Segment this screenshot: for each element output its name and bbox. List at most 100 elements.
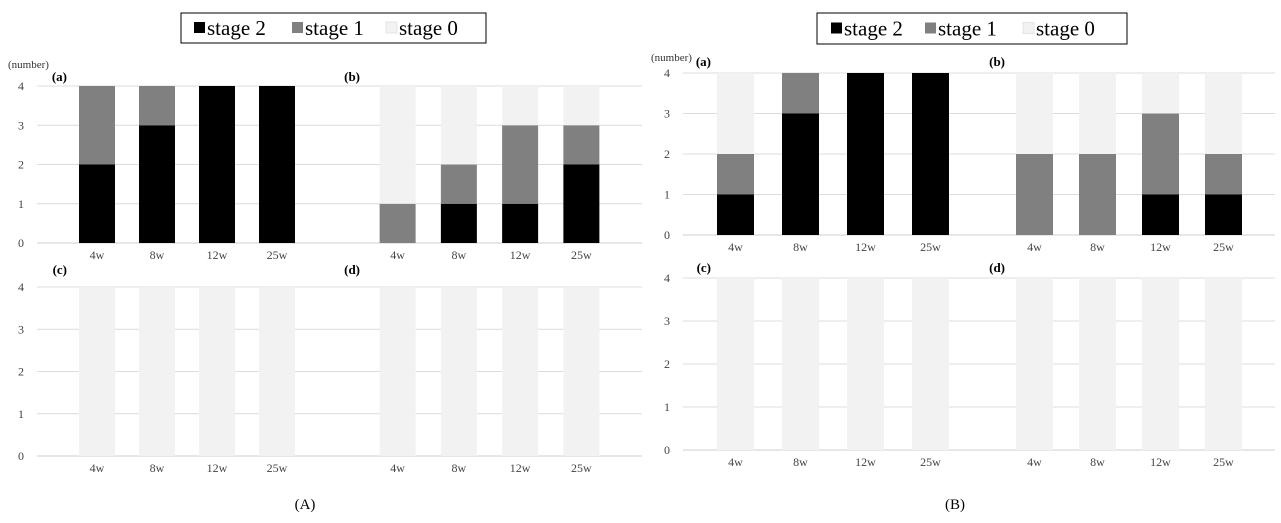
bar-segment-stage-0 — [199, 287, 235, 456]
x-tick-label: 4w — [728, 240, 743, 254]
x-tick-label: 4w — [1027, 240, 1042, 254]
panel-label: (d) — [989, 260, 1005, 275]
panel-label: (a) — [696, 54, 711, 69]
y-tick-label: 1 — [18, 197, 24, 211]
bar-segment-stage-1 — [1016, 154, 1053, 235]
legend-swatch-stage-2 — [831, 22, 842, 34]
figure-A: stage 2 stage 1 stage 0 (number) (A) (a) 0 1 2 3 4… — [8, 12, 642, 513]
x-tick-label: 25w — [1213, 455, 1234, 469]
panel-c: (c) 0 1 2 3 4 4w 8w 12w 25w — [664, 260, 983, 469]
x-tick-label: 4w — [90, 461, 105, 475]
bar-segment-stage-2 — [782, 113, 819, 235]
bar-segment-stage-1 — [139, 86, 175, 126]
legend-box — [816, 12, 1128, 45]
x-tick-label: 25w — [571, 248, 592, 262]
bar-segment-stage-0 — [717, 278, 754, 450]
bar-segment-stage-0 — [1142, 73, 1179, 114]
bar-segment-stage-1 — [79, 86, 115, 165]
y-tick-label: 3 — [664, 314, 670, 328]
bar-segment-stage-0 — [847, 278, 884, 450]
x-tick-label: 12w — [510, 461, 531, 475]
y-tick-label: 0 — [664, 228, 670, 242]
figure-label: (B) — [945, 497, 965, 513]
x-tick-label: 25w — [920, 240, 941, 254]
bar-segment-stage-2 — [139, 125, 175, 243]
bar-segment-stage-1 — [1142, 113, 1179, 195]
x-tick-label: 4w — [390, 248, 405, 262]
bar-segment-stage-2 — [259, 86, 295, 243]
bar-segment-stage-0 — [1079, 278, 1116, 450]
panel-a: (a) 0 1 2 3 4 4w 8w 12w 25w — [18, 69, 337, 262]
legend-label-stage-1: stage 1 — [938, 17, 997, 41]
panel-label: (a) — [52, 69, 67, 84]
x-tick-label: 8w — [452, 461, 467, 475]
y-tick-label: 1 — [664, 400, 670, 414]
y-tick-label: 1 — [664, 188, 670, 202]
y-tick-label: 4 — [18, 280, 24, 294]
y-tick-label: 4 — [664, 271, 670, 285]
legend-swatch-stage-2 — [194, 22, 205, 33]
bar-segment-stage-2 — [1205, 194, 1242, 235]
y-tick-label: 2 — [18, 158, 24, 172]
panel-label: (c) — [697, 260, 711, 275]
y-unit-label: (number) — [651, 52, 692, 64]
x-tick-label: 4w — [390, 461, 405, 475]
panel-b: (b) 4w 8w 12w 25w — [337, 69, 642, 262]
legend-label-stage-2: stage 2 — [207, 16, 266, 40]
panel-label: (c) — [53, 262, 67, 277]
x-tick-label: 12w — [207, 248, 228, 262]
y-tick-label: 2 — [18, 365, 24, 379]
bar-segment-stage-0 — [502, 86, 539, 126]
panel-label: (d) — [344, 262, 360, 277]
x-tick-label: 12w — [207, 461, 228, 475]
bar-segment-stage-1 — [1079, 154, 1116, 235]
figure-label: (A) — [295, 497, 316, 513]
y-tick-label: 0 — [18, 236, 24, 250]
panel-label: (b) — [989, 54, 1005, 69]
bar-segment-stage-1 — [440, 164, 477, 204]
legend-label-stage-2: stage 2 — [844, 17, 903, 41]
bar-segment-stage-0 — [259, 287, 295, 456]
bar-segment-stage-0 — [1079, 73, 1116, 154]
legend-label-stage-1: stage 1 — [305, 16, 364, 40]
bar-segment-stage-1 — [782, 73, 819, 114]
y-unit-label: (number) — [8, 59, 49, 71]
bar-segment-stage-1 — [717, 154, 754, 195]
x-tick-label: 25w — [267, 461, 288, 475]
x-tick-label: 8w — [452, 248, 467, 262]
bar-segment-stage-2 — [847, 73, 884, 235]
bar-segment-stage-0 — [563, 86, 600, 126]
x-tick-label: 8w — [793, 455, 808, 469]
bar-segment-stage-2 — [1142, 194, 1179, 235]
x-tick-label: 8w — [150, 248, 165, 262]
panel-b: (b) 4w 8w 12w 25w — [983, 54, 1275, 254]
bar-segment-stage-2 — [717, 194, 754, 235]
bar-segment-stage-0 — [440, 86, 477, 165]
x-tick-label: 8w — [1090, 240, 1105, 254]
legend-swatch-stage-1 — [925, 22, 936, 34]
bar-segment-stage-0 — [79, 287, 115, 456]
bar-segment-stage-0 — [379, 86, 416, 204]
x-tick-label: 25w — [571, 461, 592, 475]
x-tick-label: 12w — [1150, 240, 1171, 254]
bar-segment-stage-0 — [379, 287, 416, 456]
bar-segment-stage-0 — [502, 287, 539, 456]
x-tick-label: 12w — [510, 248, 531, 262]
y-tick-label: 4 — [664, 66, 670, 80]
y-tick-label: 4 — [18, 79, 24, 93]
x-tick-label: 12w — [855, 240, 876, 254]
bar-segment-stage-0 — [782, 278, 819, 450]
bar-segment-stage-2 — [79, 164, 115, 243]
bar-segment-stage-0 — [1142, 278, 1179, 450]
y-tick-label: 3 — [18, 322, 24, 336]
x-tick-label: 4w — [728, 455, 743, 469]
x-tick-label: 4w — [1027, 455, 1042, 469]
x-tick-label: 25w — [920, 455, 941, 469]
bar-segment-stage-0 — [563, 287, 600, 456]
bar-segment-stage-0 — [1205, 278, 1242, 450]
panel-d: (d) 4w 8w 12w 25w — [337, 262, 642, 475]
legend-label-stage-0: stage 0 — [399, 16, 458, 40]
bar-segment-stage-2 — [199, 86, 235, 243]
